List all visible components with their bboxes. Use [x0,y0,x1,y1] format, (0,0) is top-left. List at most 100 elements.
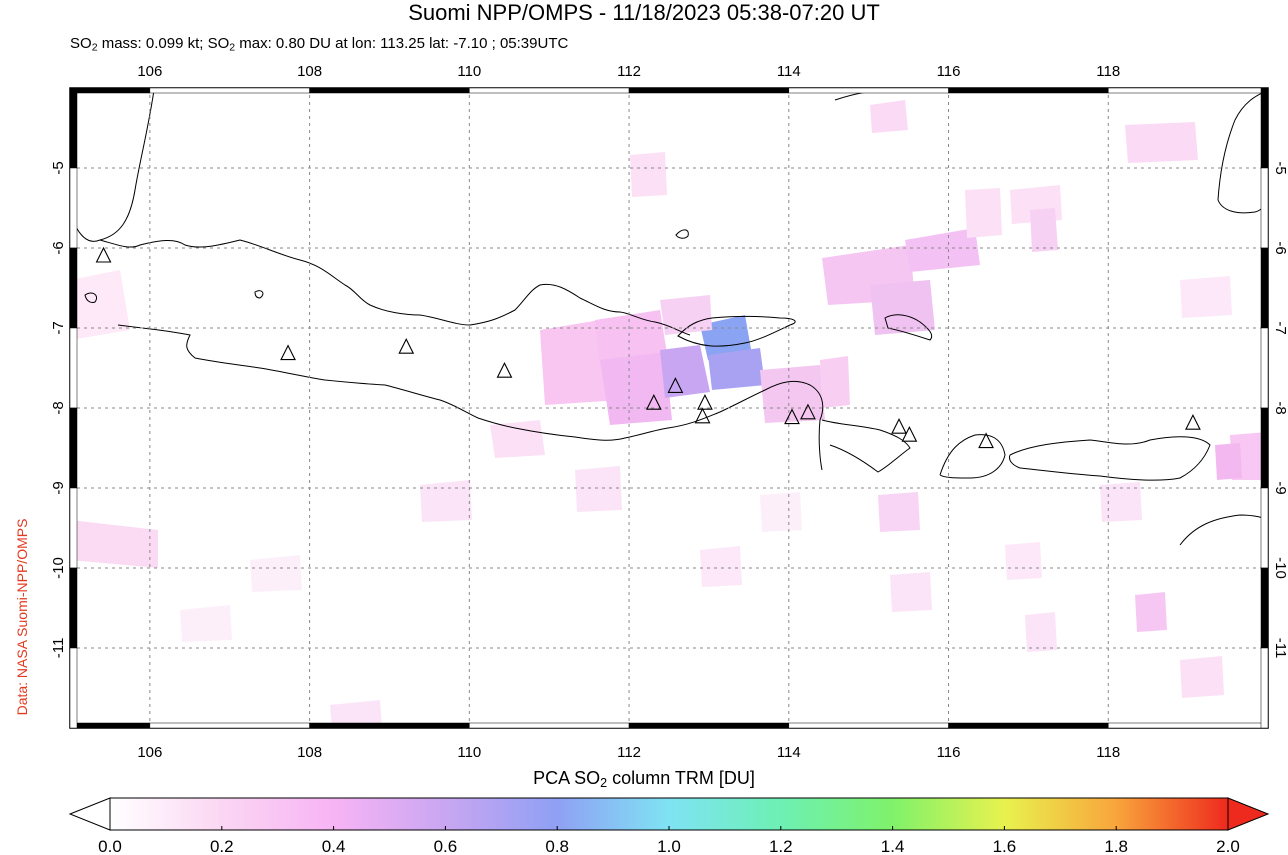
frame-bar-top [309,87,470,94]
frame-bar-bottom [788,722,949,729]
frame-bar-bottom [628,722,790,729]
frame-bar-bottom [948,722,1109,729]
colorbar-ticks: 0.0 0.2 0.4 0.6 0.8 1.0 1.2 1.4 1.6 1.8 2.0 [98,826,1240,855]
volcano-triangle-icon [800,403,816,420]
colorbar-tick-label: 0.4 [322,837,346,855]
lat-tick-label-right: -10 [1272,557,1288,579]
map-grid [70,88,1268,728]
volcano-triangle-icon [280,344,296,361]
lat-tick-label-left: -9 [50,481,67,494]
lat-tick-label-left: -10 [50,557,67,579]
map-frame-scale-bars [69,87,1269,729]
colorbar-tick-label: 1.2 [769,837,793,855]
frame-bar-top [948,87,1109,94]
frame-bar-right [1260,327,1269,409]
colorbar-tick-label: 2.0 [1216,837,1240,855]
colorbar-tick-label: 0.6 [434,837,458,855]
lat-tick-label-right: -8 [1272,401,1288,414]
volcano-triangle-icon [496,361,513,378]
frame-bar-bottom [309,722,470,729]
colorbar-tick-label: 0.0 [98,837,122,855]
frame-bar-right [1260,487,1269,569]
lat-tick-label-left: -7 [50,321,67,334]
frame-bar-top [1108,87,1269,94]
lon-tick-label-top: 118 [1096,63,1120,80]
frame-bar-right [1260,87,1269,169]
lon-tick-label-bottom: 112 [617,744,641,761]
colorbar-tick-label: 0.2 [210,837,234,855]
lon-tick-label-top: 114 [777,63,801,80]
lat-tick-label-left: -8 [50,401,67,414]
colorbar-max-arrow [1227,797,1270,831]
frame-bar-top [469,87,630,94]
lat-tick-label-right: -9 [1272,481,1288,494]
volcano-triangle-icon [697,393,713,410]
volcano-triangle-icon [1185,413,1201,430]
volcano-triangle-icon [978,432,994,449]
lon-tick-label-bottom: 118 [1096,744,1120,761]
lon-tick-label-bottom: 110 [457,744,481,761]
so2-summary: SO2 mass: 0.099 kt; SO2 max: 0.80 DU at … [70,35,569,54]
frame-bar-left [69,407,78,489]
axis-labels: 106 106 108 108 110 110 112 112 114 114 116 116 118 1… [50,63,1288,761]
volcano-triangle-icon [95,246,112,263]
frame-bar-bottom [69,722,151,729]
colorbar-tick-label: 1.8 [1104,837,1128,855]
frame-bar-left [69,87,78,169]
colorbar-tick-label: 0.8 [545,837,569,855]
volcano-triangle-icon [667,377,684,393]
so2-max-text: max: 0.80 DU at lon: 113.25 lat: -7.10 ;… [235,35,569,52]
coastlines [74,89,1268,546]
lat-tick-label-right: -5 [1272,161,1288,174]
frame-bar-bottom [149,722,310,729]
map-title: Suomi NPP/OMPS - 11/18/2023 05:38-07:20 … [408,0,880,25]
lon-tick-label-bottom: 108 [297,744,322,761]
frame-bar-bottom [1108,722,1269,729]
frame-bar-left [69,167,78,249]
frame-bar-top [69,87,151,94]
volcano-triangle-icon [891,417,907,434]
lat-tick-label-right: -6 [1272,241,1288,254]
volcano-triangle-icon [901,425,918,442]
colorbar-min-arrow [68,797,111,831]
colorbar-title-prefix: PCA SO [533,768,601,788]
lon-tick-label-bottom: 116 [937,744,961,761]
frame-bar-left [69,247,78,329]
lat-tick-label-right: -11 [1272,638,1288,659]
colorbar-tick-label: 1.0 [657,837,681,855]
so2-mass-text: mass: 0.099 kt; SO [97,35,230,52]
frame-bar-right [1260,567,1269,649]
volcano-markers [95,246,1201,449]
colorbar-title-suffix: column TRM [DU] [607,768,755,788]
frame-bar-right [1260,647,1269,729]
lat-tick-label-right: -7 [1272,321,1288,334]
frame-bar-left [69,487,78,569]
lon-tick-label-bottom: 106 [137,744,162,761]
frame-bar-top [788,87,949,94]
lat-tick-label-left: -11 [50,638,67,659]
colorbar-tick-label: 1.4 [881,837,905,855]
colorbar-title: PCA SO2 column TRM [DU] [533,768,755,791]
so2-mass-prefix: SO [70,35,92,52]
frame-bar-left [69,567,78,649]
lon-tick-label-top: 106 [137,63,162,80]
lon-tick-label-bottom: 114 [777,744,801,761]
frame-bar-bottom [469,722,630,729]
colorbar-gradient [109,797,1229,831]
volcano-triangle-icon [645,393,662,410]
colorbar-tick-label: 1.6 [993,837,1017,855]
so2-pixel-field [70,100,1268,728]
frame-bar-top [628,87,790,94]
lon-tick-label-top: 108 [297,63,322,80]
frame-bar-top [149,87,310,94]
frame-bar-left [69,647,78,729]
volcano-triangle-icon [694,407,711,424]
frame-bar-right [1260,407,1269,489]
colorbar: 0.0 0.2 0.4 0.6 0.8 1.0 1.2 1.4 1.6 1.8 2.0 [68,797,1270,855]
frame-bar-left [69,327,78,409]
lat-tick-label-left: -5 [50,161,67,174]
frame-bar-right [1260,247,1269,329]
lon-tick-label-top: 112 [617,63,641,80]
lon-tick-label-top: 116 [937,63,961,80]
